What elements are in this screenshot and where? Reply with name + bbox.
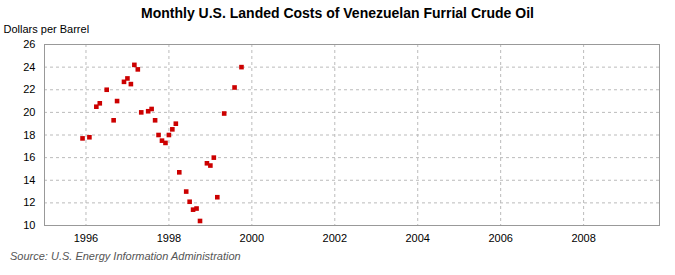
svg-text:2000: 2000 [240,232,264,244]
html-text:Source: U.S. Energy Informatio: Source: U.S. Energy Information Administ… [10,250,241,262]
svg-text:10: 10 [23,219,35,231]
svg-text:14: 14 [23,174,35,186]
svg-text:Dollars per Barrel: Dollars per Barrel [4,23,90,35]
svg-text:2002: 2002 [323,232,347,244]
html-text:Monthly U.S. Landed Costs of V: Monthly U.S. Landed Costs of Venezuelan … [141,5,534,21]
svg-text:24: 24 [23,61,35,73]
svg-text:2006: 2006 [488,232,512,244]
svg-text:20: 20 [23,106,35,118]
svg-text:18: 18 [23,129,35,141]
svg-text:1996: 1996 [74,232,98,244]
svg-text:12: 12 [23,196,35,208]
svg-text:22: 22 [23,83,35,95]
svg-text:2008: 2008 [571,232,595,244]
svg-text:1998: 1998 [157,232,181,244]
svg-text:16: 16 [23,151,35,163]
svg-text:2004: 2004 [405,232,429,244]
svg-text:26: 26 [23,38,35,50]
